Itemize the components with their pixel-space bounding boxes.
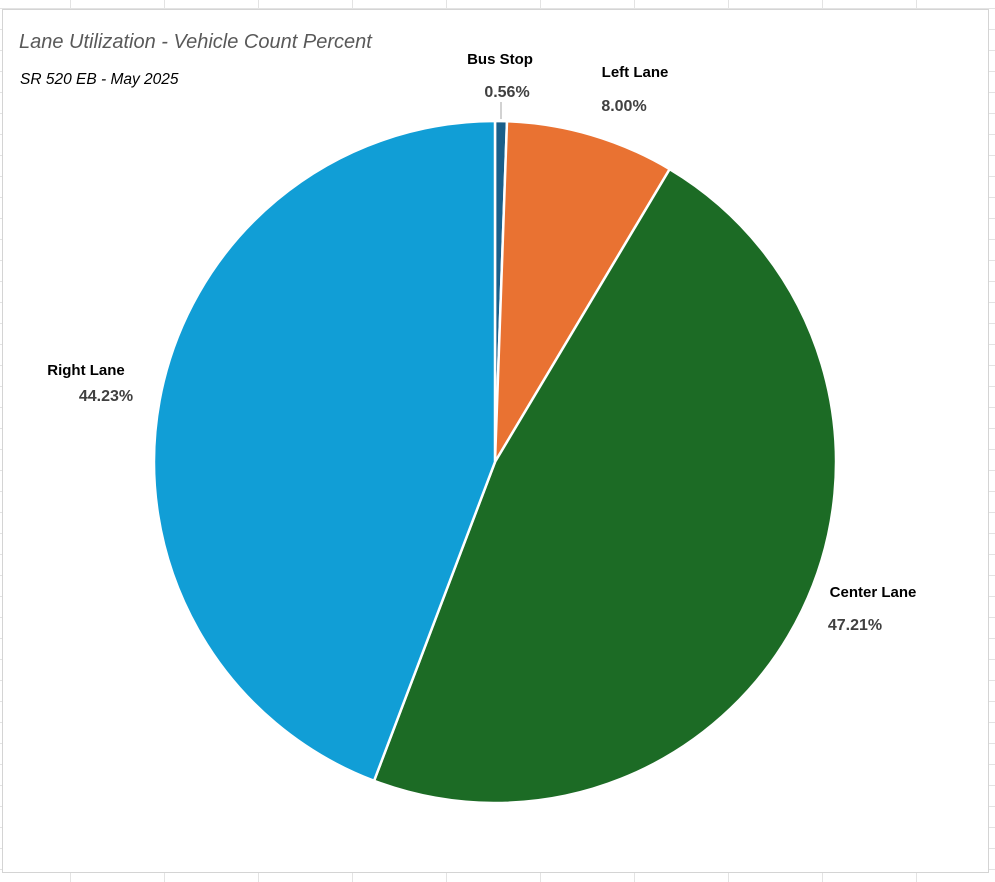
chart-subtitle: SR 520 EB - May 2025 xyxy=(20,71,179,88)
pie-slice-right-lane[interactable] xyxy=(152,119,497,783)
slice-label-value-right-lane: 44.23% xyxy=(79,388,133,405)
pie-slices xyxy=(152,119,838,805)
pie-slice-left-lane[interactable] xyxy=(493,119,671,464)
slice-labels: Bus Stop 0.56% Left Lane 8.00% Center Lane 47… xyxy=(47,51,916,634)
slice-label-name-center-lane: Center Lane xyxy=(830,584,917,601)
slice-label-name-right-lane: Right Lane xyxy=(47,362,125,379)
slice-label-value-left-lane: 8.00% xyxy=(601,98,646,115)
slice-label-value-center-lane: 47.21% xyxy=(828,617,882,634)
slice-label-name-left-lane: Left Lane xyxy=(602,64,669,81)
chart-title: Lane Utilization - Vehicle Count Percent xyxy=(19,31,372,53)
pie-slice-center-lane[interactable] xyxy=(372,167,838,805)
slice-label-name-bus-stop: Bus Stop xyxy=(467,51,533,68)
slice-label-value-bus-stop: 0.56% xyxy=(484,84,529,101)
